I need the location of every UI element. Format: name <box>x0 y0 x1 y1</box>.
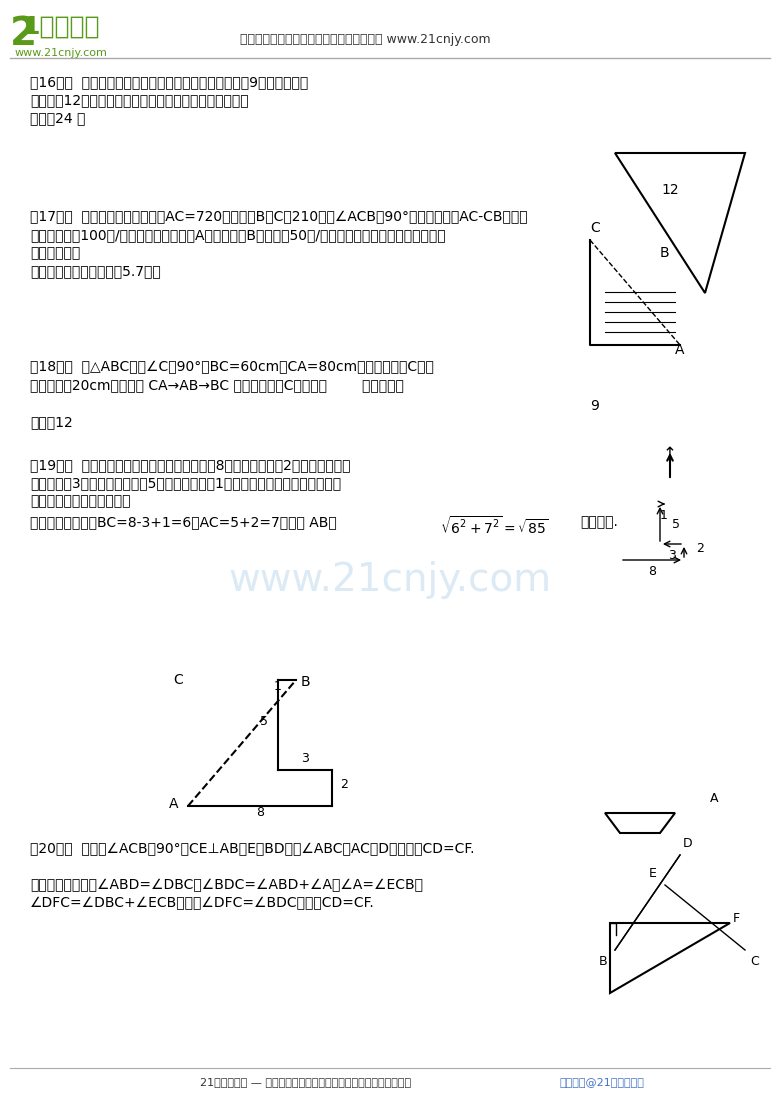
Text: www.21cnjy.com: www.21cnjy.com <box>229 561 551 599</box>
Text: 1: 1 <box>274 681 282 693</box>
Text: 8: 8 <box>648 565 656 578</box>
Text: 版权所有@21世纪教育网: 版权所有@21世纪教育网 <box>560 1077 645 1086</box>
Text: www.21cnjy.com: www.21cnjy.com <box>15 49 108 58</box>
Text: 2: 2 <box>340 778 348 791</box>
Text: C: C <box>173 673 183 687</box>
Text: F: F <box>733 912 740 925</box>
Text: B: B <box>598 955 607 968</box>
Text: 第19题．  如图，约翰到岛上去探宝，先向东走8千米，又向北走2千米，遇到障碍: 第19题． 如图，约翰到岛上去探宝，先向东走8千米，又向北走2千米，遇到障碍 <box>30 458 350 472</box>
Text: 第16题．  龙卷风将一棵大树齐刷刷折断，折断点离地面9米，树顶端落: 第16题． 龙卷风将一棵大树齐刷刷折断，折断点离地面9米，树顶端落 <box>30 75 308 89</box>
Text: 后又向西走3千米，再折向北走5千米，然后向东1千米，终于找到宝藏。问登陆点: 后又向西走3千米，再折向北走5千米，然后向东1千米，终于找到宝藏。问登陆点 <box>30 476 341 490</box>
Text: 藏宝点的直线距离是多少？: 藏宝点的直线距离是多少？ <box>30 494 130 508</box>
Text: ↑: ↑ <box>663 445 677 463</box>
Text: B: B <box>301 675 310 689</box>
Text: A: A <box>710 792 718 805</box>
Text: 5: 5 <box>260 715 268 728</box>
Text: 1: 1 <box>660 508 668 522</box>
Text: 9: 9 <box>590 399 600 414</box>
Text: ∠DFC=∠DBC+∠ECB，所以∠DFC=∠BDC，所以CD=CF.: ∠DFC=∠DBC+∠ECB，所以∠DFC=∠BDC，所以CD=CF. <box>30 896 374 910</box>
Text: 第17题．  如图所示为湖的一角，AC=720米，凉亭B距C点210米，∠ACB＝90°，小明步行沿AC-CB到凉亭: 第17题． 如图所示为湖的一角，AC=720米，凉亭B距C点210米，∠ACB＝… <box>30 210 527 224</box>
Text: B: B <box>660 246 669 260</box>
Text: C: C <box>750 955 759 968</box>
Text: 3: 3 <box>668 549 676 563</box>
Text: 答案：12: 答案：12 <box>30 415 73 429</box>
Text: 本资料来自于资源最齐全的２１世纪教育网 www.21cnjy.com: 本资料来自于资源最齐全的２１世纪教育网 www.21cnjy.com <box>240 33 491 46</box>
Text: $\sqrt{6^2+7^2}=\sqrt{85}$: $\sqrt{6^2+7^2}=\sqrt{85}$ <box>440 515 549 537</box>
Text: 第20题．  如图，∠ACB＝90°，CE⊥AB于E，BD平分∠ABC交AC于D，试说明CD=CF.: 第20题． 如图，∠ACB＝90°，CE⊥AB于E，BD平分∠ABC交AC于D，… <box>30 842 474 856</box>
Text: A: A <box>675 343 685 357</box>
Text: 8: 8 <box>256 806 264 820</box>
Text: 答案：24 米: 答案：24 米 <box>30 111 85 125</box>
Text: 答案：提示：因为∠ABD=∠DBC；∠BDC=∠ABD+∠A，∠A=∠ECB；: 答案：提示：因为∠ABD=∠DBC；∠BDC=∠ABD+∠A，∠A=∠ECB； <box>30 878 423 892</box>
Text: 2: 2 <box>10 15 37 53</box>
Text: 答案：小明先到，需要等5.7分钟: 答案：小明先到，需要等5.7分钟 <box>30 264 161 278</box>
Text: 要等几分钟？: 要等几分钟？ <box>30 246 80 260</box>
Text: 发，以每分20cm的速度沿 CA→AB→BC 的路径再回到C点，需要        分的时间。: 发，以每分20cm的速度沿 CA→AB→BC 的路径再回到C点，需要 分的时间。 <box>30 378 404 392</box>
Text: 21世纪教育网 — 中国最大型、最专业的中小学教育资源门户网站。: 21世纪教育网 — 中国最大型、最专业的中小学教育资源门户网站。 <box>200 1077 411 1086</box>
Text: A: A <box>168 797 178 811</box>
Text: 12: 12 <box>661 183 679 197</box>
Text: D: D <box>683 837 693 850</box>
Text: 3: 3 <box>301 752 309 765</box>
Text: 5: 5 <box>672 518 680 531</box>
Text: （千米）.: （千米）. <box>580 515 618 529</box>
Text: 第18题．  在△ABC中，∠C＝90°，BC=60cm，CA=80cm，一只蜗牛从C点出: 第18题． 在△ABC中，∠C＝90°，BC=60cm，CA=80cm，一只蜗牛… <box>30 360 434 374</box>
Text: 在离树根12米处，问这棵大树原先高度是多少？（见图）: 在离树根12米处，问这棵大树原先高度是多少？（见图） <box>30 93 249 107</box>
Text: 2: 2 <box>696 542 704 555</box>
Text: 休息，速度为100米/分，小华同时划船从A直接到凉亭B，速度为50米/分，他们谁先到达凉亭，先到者需: 休息，速度为100米/分，小华同时划船从A直接到凉亭B，速度为50米/分，他们谁… <box>30 228 445 242</box>
Text: E: E <box>649 867 657 880</box>
Text: 1世纪教育: 1世纪教育 <box>22 15 100 39</box>
Text: C: C <box>590 221 600 235</box>
Text: 答案：见图，易知BC=8-3+1=6，AC=5+2=7，所以 AB＝: 答案：见图，易知BC=8-3+1=6，AC=5+2=7，所以 AB＝ <box>30 515 337 529</box>
